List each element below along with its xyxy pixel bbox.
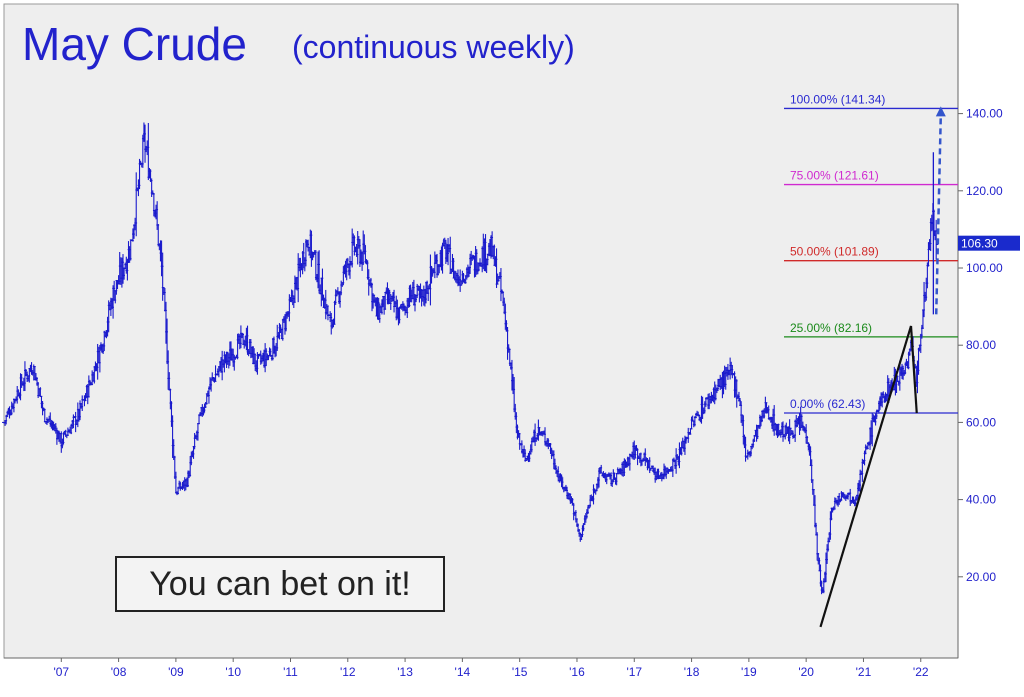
x-tick-label: '21 xyxy=(856,665,872,679)
x-tick-label: '08 xyxy=(111,665,127,679)
x-tick-label: '12 xyxy=(340,665,356,679)
y-tick-label: 120.00 xyxy=(966,184,1003,198)
fib-level-label: 50.00% (101.89) xyxy=(790,245,879,259)
callout-box: You can bet on it! xyxy=(115,556,445,612)
pattern-lines xyxy=(819,106,946,628)
chart-title: May Crude xyxy=(22,18,247,70)
y-tick-label: 20.00 xyxy=(966,570,996,584)
projection-arrow-head xyxy=(935,106,946,117)
y-tick-label: 140.00 xyxy=(966,107,1003,121)
x-tick-label: '15 xyxy=(512,665,528,679)
x-tick-label: '14 xyxy=(455,665,471,679)
plot-area xyxy=(3,3,959,659)
fib-level-label: 0.00% (62.43) xyxy=(790,397,865,411)
x-tick-label: '07 xyxy=(53,665,69,679)
x-tick-label: '11 xyxy=(283,665,298,679)
fib-level-label: 25.00% (82.16) xyxy=(790,321,872,335)
x-tick-label: '09 xyxy=(168,665,184,679)
y-tick-label: 100.00 xyxy=(966,261,1003,275)
x-tick-label: '18 xyxy=(684,665,700,679)
last-price-marker: 106.30 xyxy=(958,235,1020,251)
x-tick-label: '17 xyxy=(626,665,642,679)
last-price-box xyxy=(958,235,1020,251)
chart-subtitle: (continuous weekly) xyxy=(292,29,575,65)
pattern-leg xyxy=(819,325,913,628)
ohlc-bars xyxy=(2,122,939,595)
x-axis-ticks: '07 '08 '09 '10 '11 '12 '13 '14 '15 '16 '17 '18 '19 '… xyxy=(53,658,929,679)
y-tick-label: 40.00 xyxy=(966,493,996,507)
x-tick-label: '19 xyxy=(741,665,757,679)
fib-level-label: 100.00% (141.34) xyxy=(790,92,885,106)
x-tick-label: '20 xyxy=(798,665,814,679)
fibonacci-levels: 0.00% (62.43) 25.00% (82.16) 50.00% (101.8… xyxy=(784,92,958,414)
y-axis-ticks: 20.00 40.00 60.00 80.00 100.00 120.00 140.00 xyxy=(958,107,1003,584)
fib-level-label: 75.00% (121.61) xyxy=(790,169,879,183)
last-price-label: 106.30 xyxy=(961,237,998,251)
x-tick-label: '13 xyxy=(397,665,413,679)
y-tick-label: 60.00 xyxy=(966,415,996,429)
callout-text: You can bet on it! xyxy=(149,564,411,603)
y-tick-label: 80.00 xyxy=(966,338,996,352)
pattern-leg xyxy=(909,325,918,414)
x-tick-label: '16 xyxy=(569,665,585,679)
x-tick-label: '10 xyxy=(225,665,241,679)
projection-arrow-line xyxy=(934,114,943,315)
x-tick-label: '22 xyxy=(913,665,929,679)
